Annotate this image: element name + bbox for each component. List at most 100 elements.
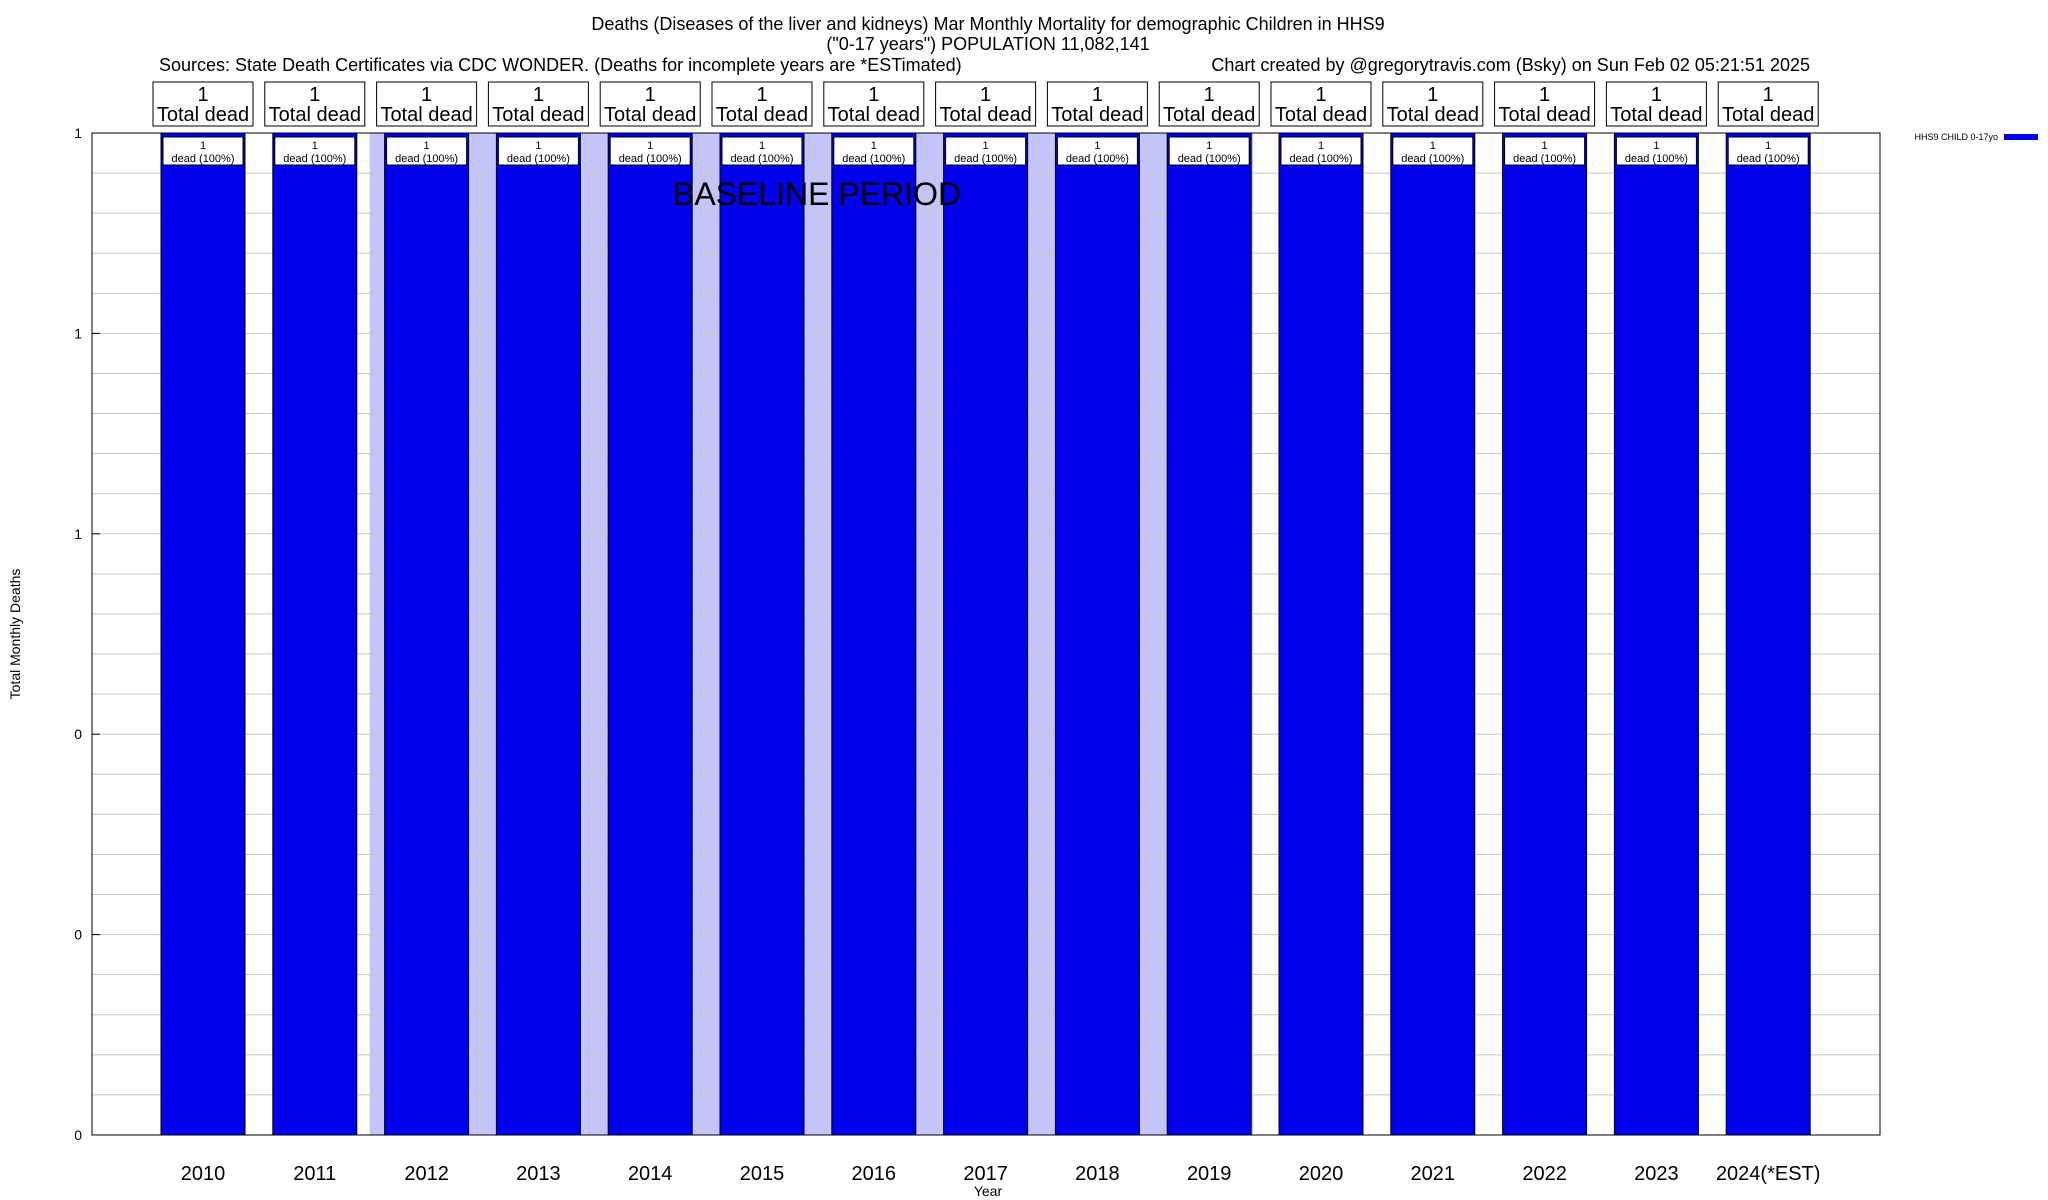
x-tick-label: 2019 bbox=[1187, 1163, 1232, 1185]
bar bbox=[272, 132, 358, 1136]
x-tick-label: 2024(*EST) bbox=[1716, 1163, 1821, 1185]
x-tick-label: 2011 bbox=[293, 1163, 336, 1185]
bar bbox=[495, 132, 581, 1136]
bar-pct-label: dead (100%) bbox=[954, 153, 1017, 165]
total-box-label: Total dead bbox=[939, 104, 1031, 126]
bar-pct-label: dead (100%) bbox=[507, 153, 570, 165]
total-box-label: Total dead bbox=[1387, 104, 1479, 126]
total-box bbox=[152, 81, 254, 127]
bar-label-box bbox=[1504, 136, 1586, 166]
x-tick-label: 2021 bbox=[1411, 1163, 1456, 1185]
bar bbox=[1613, 132, 1699, 1136]
bar-pct-label: dead (100%) bbox=[842, 153, 905, 165]
total-box-label: Total dead bbox=[380, 104, 472, 126]
bar-pct-label: dead (100%) bbox=[1513, 153, 1576, 165]
total-box-value: 1 bbox=[1092, 84, 1103, 106]
bar-label-box bbox=[1727, 136, 1809, 166]
bar-label-box bbox=[162, 136, 244, 166]
bar-value-label: 1 bbox=[1542, 140, 1548, 152]
bar-pct-label: dead (100%) bbox=[283, 153, 346, 165]
bar-pct-label: dead (100%) bbox=[1178, 153, 1241, 165]
bar-pct-label: dead (100%) bbox=[1066, 153, 1129, 165]
bar-pct-label: dead (100%) bbox=[1401, 153, 1464, 165]
bar-value-label: 1 bbox=[871, 140, 877, 152]
x-tick-label: 2016 bbox=[852, 1163, 897, 1185]
bar-value-label: 1 bbox=[1430, 140, 1436, 152]
bar-label-box bbox=[609, 136, 691, 166]
y-tick-label: 1 bbox=[74, 125, 82, 141]
bar-value-label: 1 bbox=[983, 140, 989, 152]
total-box-value: 1 bbox=[1651, 84, 1662, 106]
x-tick-label: 2010 bbox=[181, 1163, 226, 1185]
total-box bbox=[1717, 81, 1819, 127]
bar-label-box bbox=[1392, 136, 1474, 166]
legend-label: HHS9 CHILD 0-17yo bbox=[1914, 132, 1998, 142]
chart-source: Sources: State Death Certificates via CD… bbox=[159, 55, 962, 75]
x-tick-label: 2015 bbox=[740, 1163, 785, 1185]
x-tick-label: 2018 bbox=[1075, 1163, 1120, 1185]
bar-label-box bbox=[1056, 136, 1138, 166]
x-tick-label: 2012 bbox=[404, 1163, 449, 1185]
bar bbox=[831, 132, 917, 1136]
bar bbox=[943, 132, 1029, 1136]
bar-label-box bbox=[274, 136, 356, 166]
bar-pct-label: dead (100%) bbox=[619, 153, 682, 165]
bar bbox=[1278, 132, 1364, 1136]
bar-value-label: 1 bbox=[647, 140, 653, 152]
bar-label-box bbox=[1280, 136, 1362, 166]
bar-value-label: 1 bbox=[312, 140, 318, 152]
total-box bbox=[1270, 81, 1372, 127]
total-box-label: Total dead bbox=[716, 104, 808, 126]
x-tick-label: 2014 bbox=[628, 1163, 673, 1185]
x-tick-label: 2020 bbox=[1299, 1163, 1344, 1185]
bar-label-box bbox=[1168, 136, 1250, 166]
bar-value-label: 1 bbox=[535, 140, 541, 152]
total-box-label: Total dead bbox=[604, 104, 696, 126]
total-box-value: 1 bbox=[197, 84, 208, 106]
bar bbox=[1166, 132, 1252, 1136]
total-box bbox=[487, 81, 589, 127]
total-box-label: Total dead bbox=[1498, 104, 1590, 126]
bar-pct-label: dead (100%) bbox=[731, 153, 794, 165]
x-tick-label: 2017 bbox=[963, 1163, 1008, 1185]
bar-label-box bbox=[945, 136, 1027, 166]
bar-label-box bbox=[833, 136, 915, 166]
total-box bbox=[1605, 81, 1707, 127]
total-box-label: Total dead bbox=[157, 104, 249, 126]
plot-frame bbox=[91, 132, 1881, 1136]
bar-value-label: 1 bbox=[1094, 140, 1100, 152]
total-box-value: 1 bbox=[1315, 84, 1326, 106]
y-tick-label: 1 bbox=[74, 526, 82, 542]
bar bbox=[1502, 132, 1588, 1136]
bar bbox=[1054, 132, 1140, 1136]
bar-pct-label: dead (100%) bbox=[1290, 153, 1353, 165]
total-box-value: 1 bbox=[421, 84, 432, 106]
bar bbox=[607, 132, 693, 1136]
x-axis-title: Year bbox=[974, 1183, 1003, 1199]
bar-label-box bbox=[1615, 136, 1697, 166]
total-box bbox=[1046, 81, 1148, 127]
total-box-value: 1 bbox=[868, 84, 879, 106]
bar-value-label: 1 bbox=[200, 140, 206, 152]
y-tick-label: 1 bbox=[74, 325, 82, 341]
legend-swatch bbox=[2004, 134, 2038, 140]
total-box-label: Total dead bbox=[1610, 104, 1702, 126]
bar-label-box bbox=[497, 136, 579, 166]
bar-pct-label: dead (100%) bbox=[1625, 153, 1688, 165]
x-axis-ticks: 2010 2011 2012 2013 2014 2015 2016 2017 2018 2019… bbox=[181, 1163, 1821, 1185]
total-box bbox=[599, 81, 701, 127]
total-box bbox=[264, 81, 366, 127]
total-box-label: Total dead bbox=[1722, 104, 1814, 126]
total-box bbox=[711, 81, 813, 127]
bar-pct-label: dead (100%) bbox=[1737, 153, 1800, 165]
total-box bbox=[1494, 81, 1596, 127]
bar-value-label: 1 bbox=[1206, 140, 1212, 152]
total-box-value: 1 bbox=[1204, 84, 1215, 106]
total-box-label: Total dead bbox=[1163, 104, 1255, 126]
total-box bbox=[1158, 81, 1260, 127]
chart-title: Deaths (Diseases of the liver and kidney… bbox=[591, 14, 1384, 34]
bar bbox=[384, 132, 470, 1136]
bar-value-label: 1 bbox=[1653, 140, 1659, 152]
